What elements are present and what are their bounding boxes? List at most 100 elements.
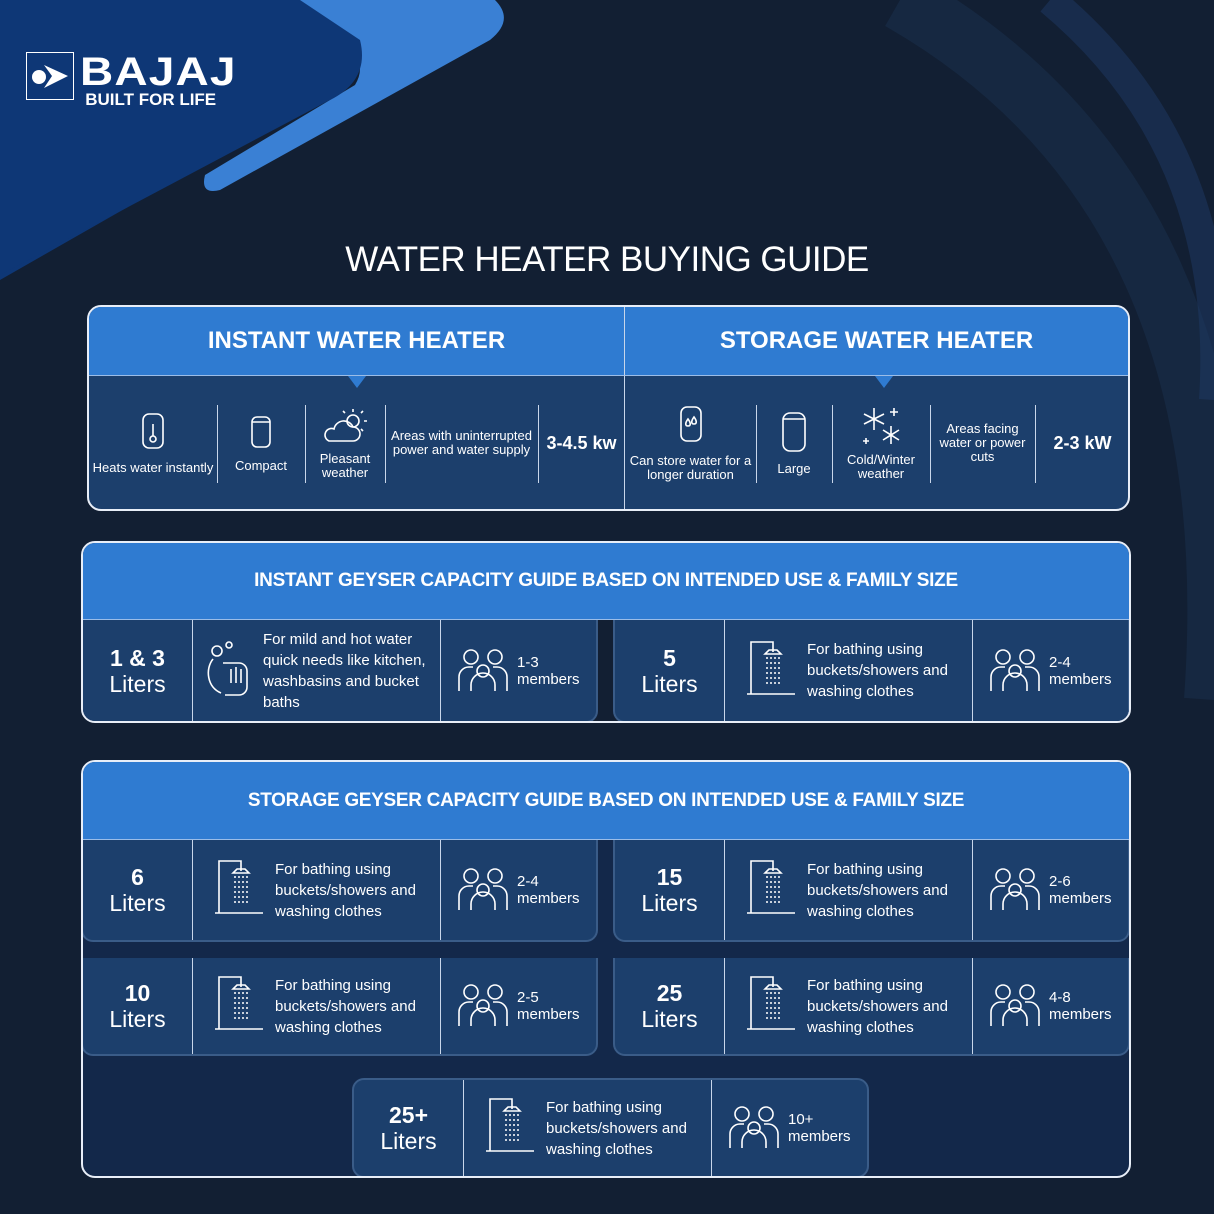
intended-use: For bathing using buckets/showers and wa… (725, 620, 973, 721)
capacity: 6 Liters (83, 840, 193, 940)
family-icon (457, 864, 517, 916)
members-label: members (1049, 670, 1112, 688)
brand-tagline: BUILT FOR LIFE (85, 90, 217, 109)
family-size: 10+ members (712, 1080, 867, 1176)
intended-use: For bathing using buckets/showers and wa… (725, 958, 973, 1054)
heater-thermometer-icon (140, 412, 166, 457)
capacity-unit: Liters (380, 1128, 437, 1154)
storage-heater-header: STORAGE WATER HEATER (625, 307, 1128, 376)
instant-guide-card: INSTANT GEYSER CAPACITY GUIDE BASED ON I… (81, 541, 1131, 723)
family-size: 1-3 members (441, 620, 596, 721)
capacity: 15 Liters (615, 840, 725, 940)
feature-storage-1: Large (756, 397, 832, 489)
capacity-row: 25 Liters For bathing using buckets/showe… (613, 958, 1129, 1056)
feature-storage-2: Cold/Winter weather (832, 397, 930, 489)
intended-use: For bathing using buckets/showers and wa… (193, 840, 441, 940)
capacity-value: 5 (663, 644, 676, 671)
cloud-sun-icon (321, 407, 369, 448)
capacity: 25 Liters (615, 958, 725, 1054)
members-count: 2-6 (1049, 873, 1071, 890)
shower-icon (484, 1095, 546, 1161)
capacity: 10 Liters (83, 958, 193, 1054)
family-size: 2-5 members (441, 958, 596, 1054)
use-text: For bathing using buckets/showers and wa… (807, 641, 948, 700)
feature-text: Heats water instantly (92, 459, 214, 475)
feature-instant-4: 3-4.5 kw (538, 397, 625, 489)
feature-text: Compact (234, 457, 288, 473)
use-text: For bathing using buckets/showers and wa… (275, 860, 416, 920)
feature-text: 2-3 kW (1053, 433, 1112, 453)
members-label: members (1049, 1006, 1112, 1023)
compact-heater-icon (249, 414, 273, 455)
intended-use: For bathing using buckets/showers and wa… (464, 1080, 712, 1176)
members-count: 2-5 (517, 989, 539, 1006)
capacity: 25+ Liters (354, 1080, 464, 1176)
members-count: 4-8 (1049, 989, 1071, 1006)
members-label: members (517, 1006, 580, 1023)
capacity-unit: Liters (109, 1006, 166, 1032)
capacity: 1 & 3 Liters (83, 620, 193, 721)
capacity-value: 15 (656, 864, 683, 890)
divider (930, 405, 931, 483)
capacity-value: 6 (131, 864, 144, 890)
feature-storage-3: Areas facing water or power cuts (930, 397, 1035, 489)
members-label: members (517, 670, 580, 688)
family-icon (457, 980, 517, 1032)
capacity-value: 10 (124, 980, 151, 1006)
members-count: 1-3 (517, 653, 539, 671)
family-size: 2-6 members (973, 840, 1128, 940)
members-count: 10+ (788, 1111, 814, 1128)
capacity-row: 1 & 3 Liters For mild and hot water quick… (83, 620, 598, 721)
feature-instant-2: Pleasant weather (305, 397, 385, 489)
capacity-row: 15 Liters For bathing using buckets/showe… (613, 840, 1129, 942)
feature-instant-1: Compact (217, 397, 305, 489)
shower-icon (213, 973, 275, 1039)
members-count: 2-4 (1049, 653, 1071, 671)
family-icon (457, 645, 517, 697)
feature-storage-0: Can store water for a longer duration (625, 397, 756, 489)
capacity-row: 5 Liters For bathing using buckets/shower… (613, 620, 1129, 721)
capacity-value: 25+ (388, 1102, 428, 1128)
intended-use: For bathing using buckets/showers and wa… (725, 840, 973, 940)
feature-instant-3: Areas with uninterrupted power and water… (385, 397, 538, 489)
capacity-row: 10 Liters For bathing using buckets/showe… (83, 958, 598, 1056)
members-label: members (788, 1128, 851, 1145)
brand-name: BAJAJ (80, 50, 237, 94)
capacity-unit: Liters (641, 670, 698, 697)
feature-text: Cold/Winter weather (847, 451, 915, 481)
feature-storage-4: 2-3 kW (1035, 397, 1128, 489)
divider (832, 405, 833, 483)
instant-guide-header: INSTANT GEYSER CAPACITY GUIDE BASED ON I… (83, 543, 1129, 620)
divider (538, 405, 539, 483)
heater-droplets-icon (678, 405, 704, 450)
capacity-value: 1 & 3 (110, 644, 165, 671)
divider (756, 405, 757, 483)
capacity-value: 25 (656, 980, 683, 1006)
family-size: 2-4 members (973, 620, 1128, 721)
feature-text: Can store water for a longer duration (629, 452, 752, 482)
capacity-row: 25+ Liters For bathing using buckets/show… (352, 1078, 869, 1176)
use-text: For bathing using buckets/showers and wa… (275, 976, 416, 1036)
large-heater-icon (781, 411, 807, 458)
bajaj-emblem-icon (26, 52, 74, 100)
intended-use: For bathing using buckets/showers and wa… (193, 958, 441, 1054)
feature-text: Areas with uninterrupted power and water… (391, 428, 532, 457)
divider (1035, 405, 1036, 483)
family-icon (989, 864, 1049, 916)
feature-text: 3-4.5 kw (546, 433, 617, 453)
capacity-row: 6 Liters For bathing using buckets/shower… (83, 840, 598, 942)
family-size: 4-8 members (973, 958, 1128, 1054)
feature-text: Areas facing water or power cuts (939, 421, 1026, 464)
page-title: WATER HEATER BUYING GUIDE (345, 240, 869, 279)
family-icon (989, 645, 1049, 697)
members-count: 2-4 (517, 873, 539, 890)
family-icon (728, 1102, 788, 1154)
capacity-unit: Liters (641, 1006, 698, 1032)
family-icon (989, 980, 1049, 1032)
capacity: 5 Liters (615, 620, 725, 721)
members-label: members (1049, 890, 1112, 907)
members-label: members (517, 890, 580, 907)
instant-heater-header: INSTANT WATER HEATER (89, 307, 625, 376)
use-text: For bathing using buckets/showers and wa… (807, 976, 948, 1036)
